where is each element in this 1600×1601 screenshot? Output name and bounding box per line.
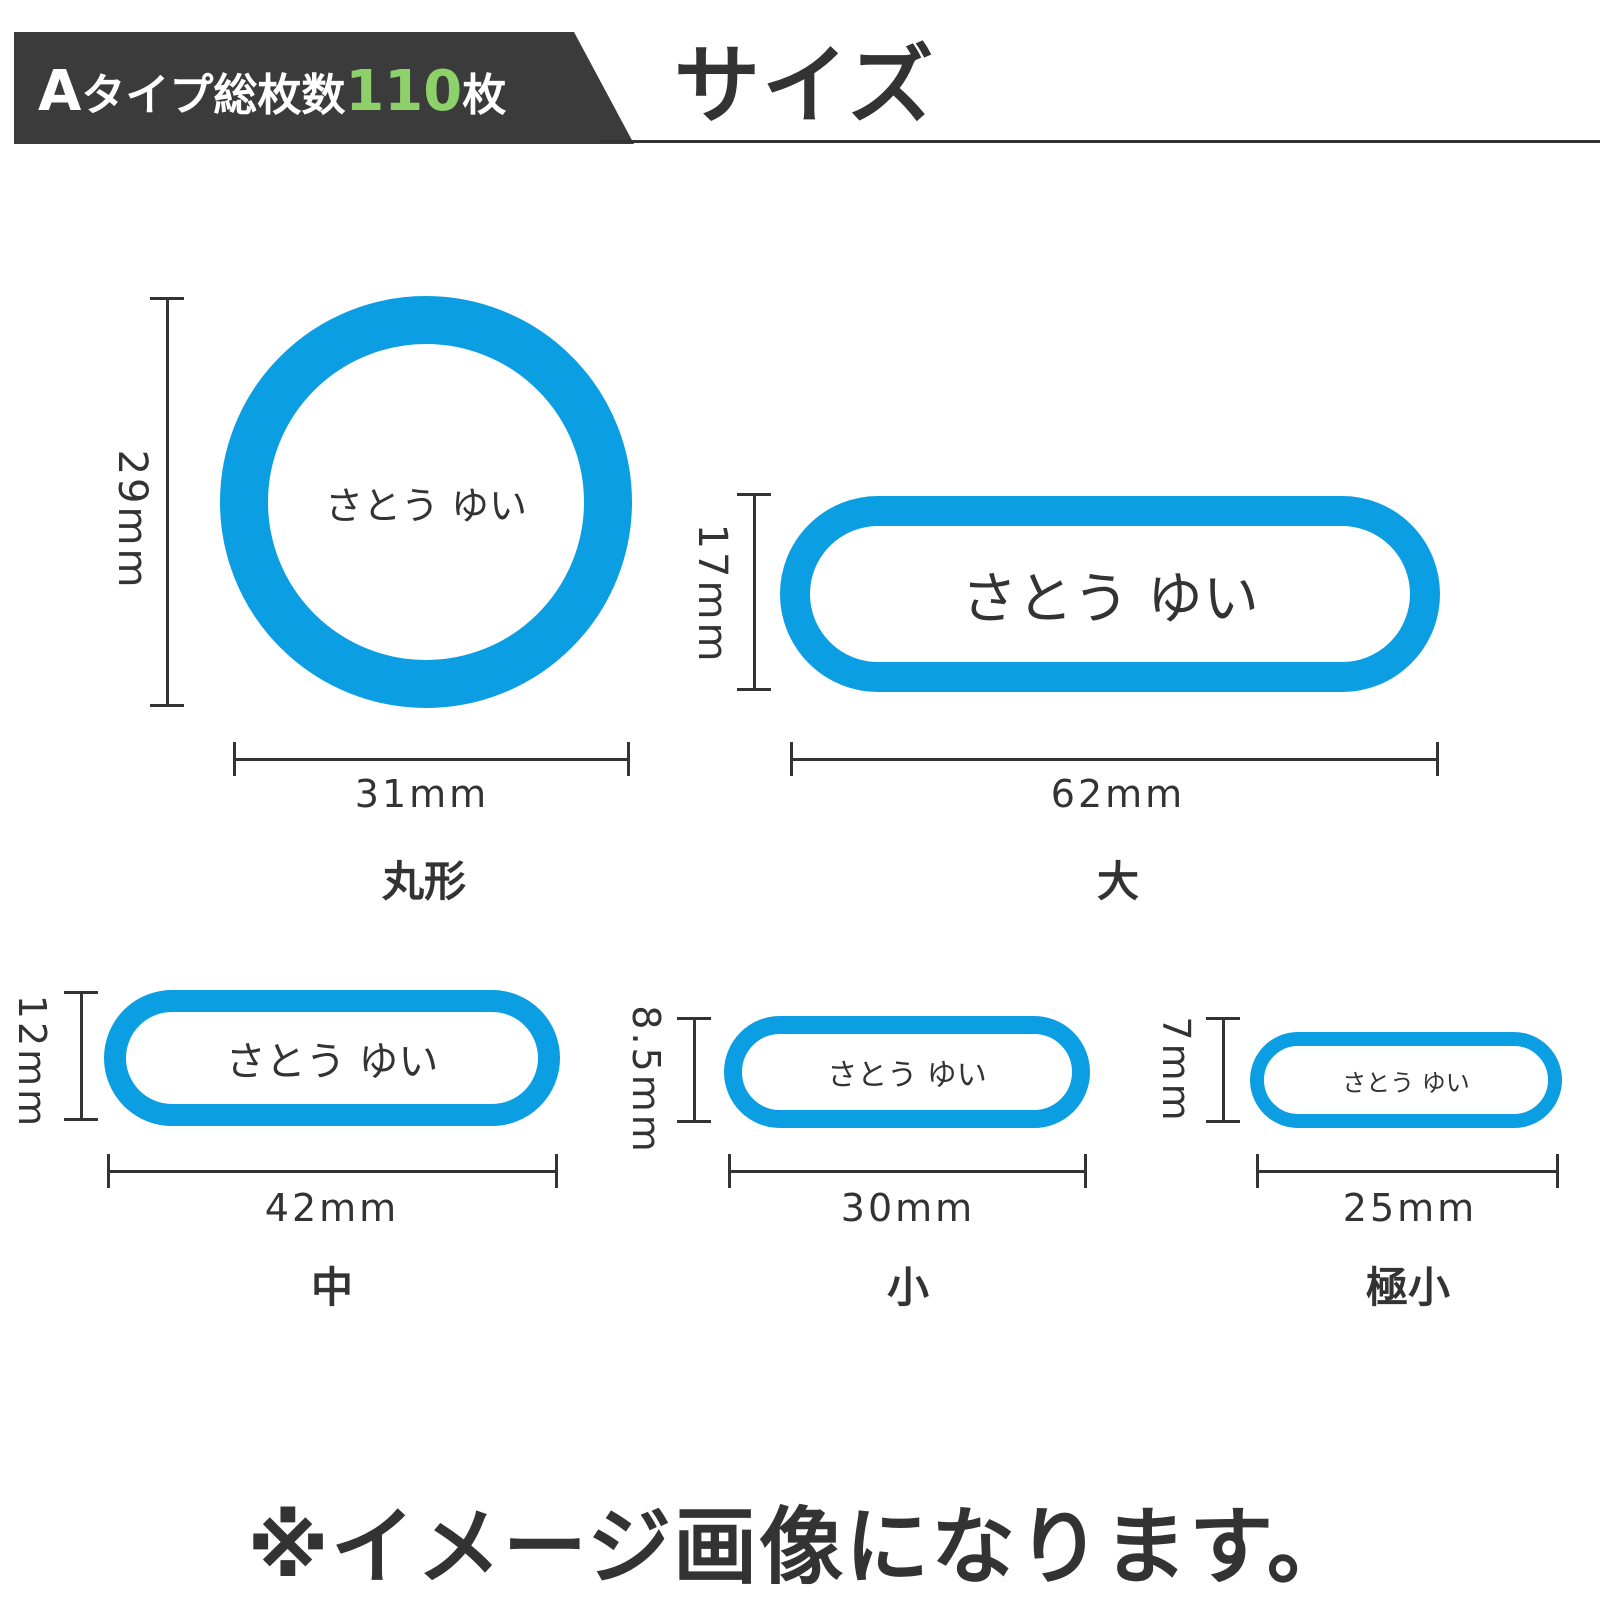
size-name-large: 大 bbox=[1096, 857, 1140, 906]
dim-line-small-width bbox=[728, 1170, 1086, 1173]
dim-tick bbox=[150, 297, 184, 300]
header-banner bbox=[14, 32, 634, 144]
dim-tick bbox=[107, 1154, 110, 1188]
header-type-text: タイプ総枚数 bbox=[81, 70, 346, 121]
dim-text-medium-width: 42mm bbox=[264, 1186, 400, 1230]
label-small: さとう ゆい bbox=[724, 1016, 1090, 1128]
dim-text-large-height: 17mm bbox=[689, 523, 735, 665]
dim-tick bbox=[627, 742, 630, 776]
size-name-small: 小 bbox=[886, 1263, 930, 1312]
header-count-suffix: 枚 bbox=[462, 70, 507, 121]
dim-line-round-height bbox=[166, 298, 169, 706]
dim-tick bbox=[677, 1017, 711, 1020]
dim-tick bbox=[1436, 742, 1439, 776]
dim-tick bbox=[737, 688, 771, 691]
dim-line-round-width bbox=[233, 758, 629, 761]
label-round: さとう ゆい bbox=[220, 296, 632, 708]
dim-tick bbox=[233, 742, 236, 776]
dim-tick bbox=[1084, 1154, 1087, 1188]
dim-tick bbox=[64, 1118, 98, 1121]
dim-line-large-width bbox=[790, 758, 1438, 761]
dim-tick bbox=[1256, 1154, 1259, 1188]
dim-tick bbox=[790, 742, 793, 776]
dim-line-large-height bbox=[753, 494, 756, 690]
header-count: 110 bbox=[345, 59, 463, 124]
label-extra-small-text: さとう ゆい bbox=[1342, 1068, 1470, 1097]
label-large-text: さとう ゆい bbox=[961, 566, 1259, 632]
label-round-text: さとう ゆい bbox=[324, 483, 528, 528]
dim-tick bbox=[737, 493, 771, 496]
dim-line-small-height bbox=[693, 1018, 696, 1122]
label-medium-text: さとう ゆい bbox=[225, 1039, 439, 1085]
dim-tick bbox=[555, 1154, 558, 1188]
dim-text-small-width: 30mm bbox=[840, 1186, 976, 1230]
header-type-prefix: A bbox=[38, 59, 82, 124]
page-title: サイズ bbox=[674, 36, 936, 136]
dim-text-round-width: 31mm bbox=[354, 772, 490, 816]
image-note: ※イメージ画像になります。 bbox=[247, 1498, 1353, 1596]
label-extra-small: さとう ゆい bbox=[1250, 1032, 1562, 1128]
size-name-extra-small: 極小 bbox=[1365, 1263, 1451, 1312]
dim-tick bbox=[677, 1120, 711, 1123]
label-small-text: さとう ゆい bbox=[827, 1058, 987, 1093]
dim-line-medium-height bbox=[80, 992, 83, 1120]
dim-text-medium-height: 12mm bbox=[10, 994, 54, 1130]
dim-tick bbox=[728, 1154, 731, 1188]
dim-text-small-height: 8.5mm bbox=[624, 1005, 668, 1155]
dim-text-large-width: 62mm bbox=[1050, 772, 1186, 816]
dim-line-extra-small-width bbox=[1256, 1170, 1558, 1173]
size-name-round: 丸形 bbox=[381, 857, 467, 906]
label-medium: さとう ゆい bbox=[104, 990, 560, 1126]
dim-tick bbox=[1556, 1154, 1559, 1188]
dim-text-extra-small-height: 7mm bbox=[1154, 1016, 1198, 1124]
dim-line-medium-width bbox=[107, 1170, 557, 1173]
header-divider bbox=[600, 140, 1600, 143]
label-large: さとう ゆい bbox=[780, 496, 1440, 692]
dim-line-extra-small-height bbox=[1222, 1018, 1225, 1122]
dim-tick bbox=[150, 704, 184, 707]
dim-text-round-height: 29mm bbox=[109, 449, 155, 591]
dim-text-extra-small-width: 25mm bbox=[1342, 1186, 1478, 1230]
dim-tick bbox=[64, 991, 98, 994]
dim-tick bbox=[1206, 1017, 1240, 1020]
dim-tick bbox=[1206, 1120, 1240, 1123]
header-type-count: Aタイプ総枚数110枚 bbox=[38, 52, 506, 132]
size-name-medium: 中 bbox=[310, 1263, 354, 1312]
